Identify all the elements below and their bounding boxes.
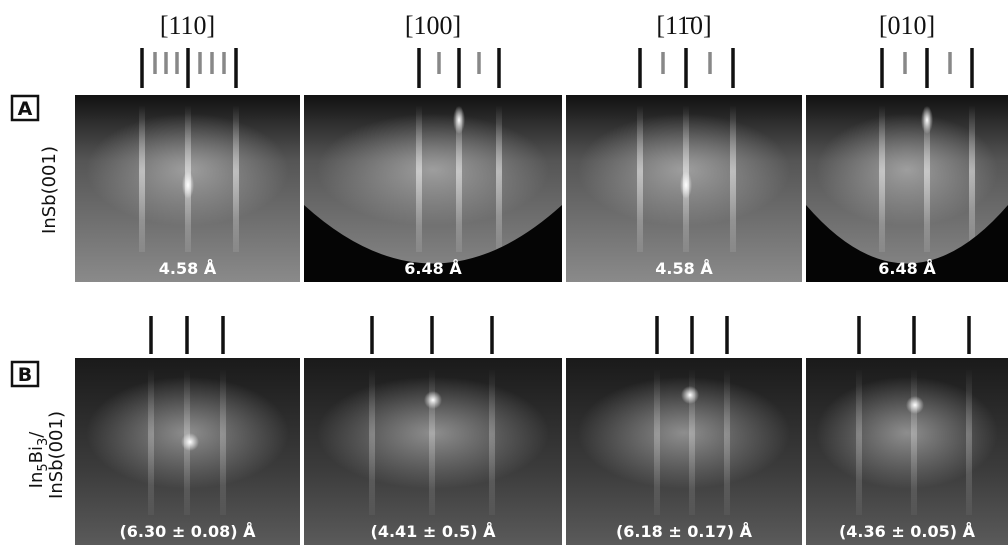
spacing-label: 4.58 Å [655,259,713,278]
diffraction-streak [139,105,145,252]
specular-spot [921,106,933,134]
figure: [110] [100] [11̄0] [010] 4.58 Å 6.48 Å 4.58 Å 6… [0,0,1008,545]
rheed-image [566,358,802,545]
rheed-image [806,358,1008,545]
specular-spot [680,171,692,199]
diffraction-streak [489,368,495,515]
specular-spot [182,171,194,199]
diffraction-streak [233,105,239,252]
diffraction-streak [879,105,885,252]
specular-spot [906,396,924,414]
diffraction-streak [969,105,975,252]
diffraction-streak [637,105,643,252]
rheed-image [75,95,300,282]
diffraction-streak [369,368,375,515]
rheed-image [75,358,300,545]
spacing-label: (6.30 ± 0.08) Å [119,522,256,541]
diffraction-streak [654,368,660,515]
rheed-image [304,95,562,282]
row-label: InSb(001) [46,411,67,499]
direction-label: [100] [405,11,461,40]
row-label-part: Bi [26,446,47,463]
specular-spot [453,106,465,134]
diffraction-streak [730,105,736,252]
spacing-label: 6.48 Å [404,259,462,278]
rheed-image [806,95,1008,282]
specular-spot [681,386,699,404]
rheed-image [566,95,802,282]
diffraction-streak [148,368,154,515]
diffraction-streak [856,368,862,515]
panel-tag: A [18,98,33,120]
specular-spot [181,433,199,451]
row-label-part: / [26,431,47,438]
spacing-label: (4.41 ± 0.5) Å [371,522,497,541]
direction-label: [010] [879,11,935,40]
spacing-label: 6.48 Å [878,259,936,278]
direction-label: [110] [160,11,215,40]
specular-spot [424,391,442,409]
row-label: InSb(001) [39,146,60,234]
diffraction-streak [416,105,422,252]
diffraction-streak [966,368,972,515]
spacing-label: (6.18 ± 0.17) Å [616,522,753,541]
rheed-image [304,358,562,545]
diffraction-streak [724,368,730,515]
spacing-label: (4.36 ± 0.05) Å [839,522,976,541]
image-glow [317,114,549,226]
spacing-label: 4.58 Å [159,259,217,278]
direction-label: [11̄0] [656,11,711,40]
panel-tag: B [18,364,32,386]
row-label-part: In [26,472,47,489]
diffraction-streak [429,368,435,515]
diffraction-streak [220,368,226,515]
diffraction-streak [496,105,502,252]
diffraction-streak [911,368,917,515]
